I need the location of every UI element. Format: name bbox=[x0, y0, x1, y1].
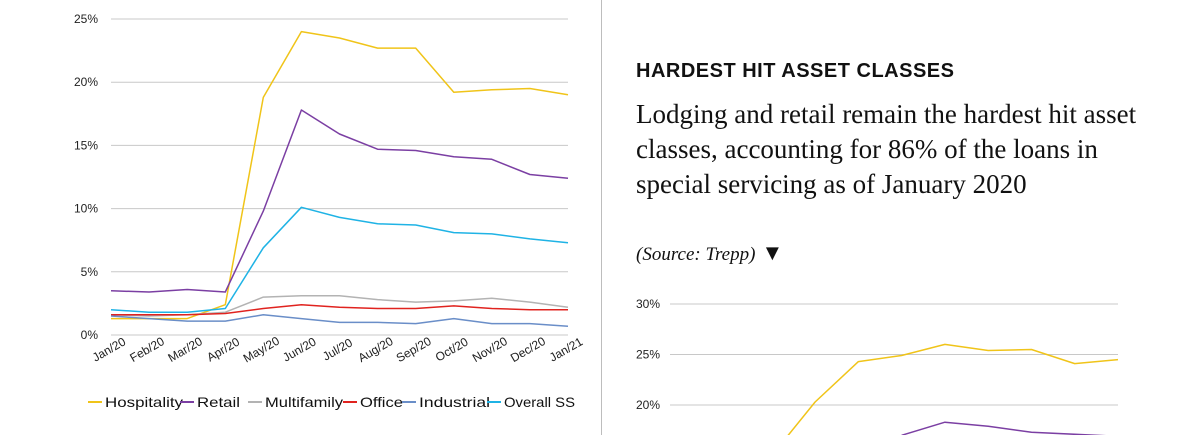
x-tick-label: Nov/20 bbox=[470, 334, 510, 365]
series-line-multifamily bbox=[110, 295, 569, 317]
y-tick-label: 20% bbox=[636, 398, 660, 412]
legend-label-office: Office bbox=[360, 394, 403, 410]
x-tick-label: Mar/20 bbox=[165, 334, 205, 365]
series-line-office bbox=[111, 303, 568, 316]
x-tick-label: Sep/20 bbox=[394, 334, 434, 365]
y-tick-label: 5% bbox=[81, 265, 99, 279]
source-note: (Source: Trepp) ▼ bbox=[636, 240, 783, 266]
hardest-hit-chart: 20% 25% 30% bbox=[636, 297, 1119, 435]
series-line-retail bbox=[110, 109, 569, 293]
x-tick-label: Aug/20 bbox=[356, 334, 396, 365]
x-tick-label: Dec/20 bbox=[508, 334, 548, 365]
section-subtitle: Lodging and retail remain the hardest hi… bbox=[636, 99, 1137, 199]
source-text: (Source: Trepp) bbox=[636, 244, 756, 265]
legend-label-industrial: Industrial bbox=[419, 394, 490, 410]
x-tick-label: Feb/20 bbox=[127, 334, 167, 365]
series-line-retail bbox=[901, 421, 1107, 435]
y-tick-label: 10% bbox=[74, 202, 98, 216]
legend-label-retail: Retail bbox=[197, 394, 240, 410]
x-tick-label: Jul/20 bbox=[320, 335, 355, 363]
y-tick-label: 15% bbox=[74, 138, 98, 152]
x-tick-label: May/20 bbox=[241, 333, 282, 365]
x-tick-label: Apr/20 bbox=[204, 334, 242, 364]
series-line-overall-ss bbox=[110, 206, 569, 313]
section-heading: HARDEST HIT ASSET CLASSES bbox=[636, 60, 955, 82]
x-tick-label: Jan/21 bbox=[547, 334, 585, 364]
legend-label-hospitality: Hospitality bbox=[105, 394, 183, 410]
down-arrow-icon: ▼ bbox=[761, 240, 784, 265]
legend-label-overall-ss: Overall SS bbox=[504, 394, 575, 410]
x-tick-label: Jun/20 bbox=[280, 334, 318, 364]
x-tick-label: Oct/20 bbox=[433, 334, 471, 364]
series-line-hospitality bbox=[111, 30, 569, 320]
y-tick-label: 30% bbox=[636, 297, 660, 311]
series-line-industrial bbox=[110, 314, 569, 327]
legend-label-multifamily: Multifamily bbox=[265, 394, 343, 410]
column-divider bbox=[601, 0, 602, 435]
y-tick-label: 25% bbox=[74, 12, 98, 26]
series-line-hospitality bbox=[787, 343, 1119, 435]
y-tick-label: 25% bbox=[636, 348, 660, 362]
y-tick-label: 0% bbox=[81, 328, 99, 342]
y-tick-label: 20% bbox=[74, 75, 98, 89]
